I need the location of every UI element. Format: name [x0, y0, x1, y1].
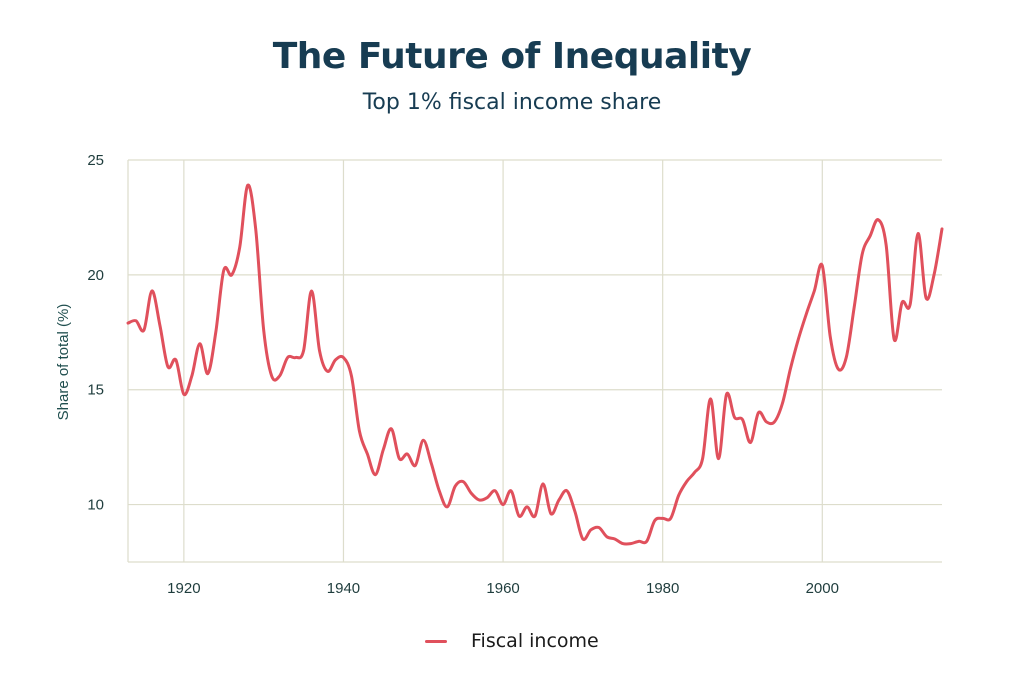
x-tick-label: 1920	[167, 580, 200, 597]
y-tick-label: 15	[87, 382, 104, 399]
tick-labels: 10 15 20 25 1920 1940 1960 1980 2000	[87, 152, 839, 597]
chart-title: The Future of Inequality	[272, 36, 752, 77]
grid	[127, 159, 942, 563]
y-axis-title: Share of total (%)	[55, 304, 72, 421]
x-tick-label: 2000	[806, 580, 839, 597]
x-tick-label: 1960	[486, 580, 519, 597]
series	[126, 183, 944, 546]
series-line-fiscal-income	[126, 183, 944, 546]
x-tick-label: 1940	[327, 580, 360, 597]
y-tick-label: 25	[87, 152, 104, 169]
legend-swatch-fiscal-income	[425, 639, 447, 643]
y-tick-label: 20	[87, 267, 104, 284]
x-tick-label: 1980	[646, 580, 679, 597]
y-tick-label: 10	[87, 497, 104, 514]
legend: Fiscal income	[425, 630, 599, 652]
chart-subtitle: Top 1% fiscal income share	[362, 90, 662, 115]
legend-label-fiscal-income: Fiscal income	[471, 630, 599, 652]
